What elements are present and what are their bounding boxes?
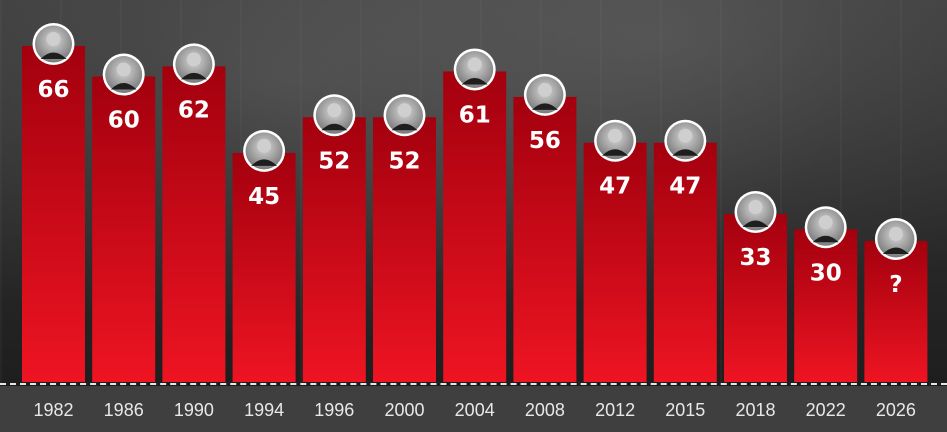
x-tick-label: 1994 xyxy=(244,400,284,420)
x-tick-label: 2015 xyxy=(665,400,705,420)
bar-2008 xyxy=(513,96,577,382)
candidate-portrait-icon xyxy=(804,206,847,249)
bar-value-label: ? xyxy=(889,272,902,298)
bar-value-label: 56 xyxy=(529,128,561,154)
bar-value-label: 30 xyxy=(810,260,842,286)
bar-value-label: 52 xyxy=(388,148,420,174)
x-tick-label: 2022 xyxy=(806,400,846,420)
candidate-portrait-icon xyxy=(874,218,917,260)
candidate-portrait-icon xyxy=(453,48,496,91)
x-tick-label: 1982 xyxy=(33,400,73,420)
candidate-portrait-icon xyxy=(313,94,356,137)
candidate-portrait-icon xyxy=(734,191,777,233)
bar-value-label: 62 xyxy=(178,97,210,123)
bar-1990 xyxy=(162,66,226,382)
bar-2004 xyxy=(443,71,507,383)
bar-value-label: 47 xyxy=(669,174,701,200)
bar-value-label: 33 xyxy=(739,245,771,271)
bar-value-label: 66 xyxy=(37,77,69,103)
baseline xyxy=(0,383,947,385)
candidate-portrait-icon xyxy=(664,119,707,162)
x-tick-label: 2026 xyxy=(876,400,916,420)
x-tick-label: 2004 xyxy=(455,400,495,420)
x-tick-label: 1990 xyxy=(174,400,214,420)
bar-value-label: 52 xyxy=(318,148,350,174)
candidate-portrait-icon xyxy=(102,53,145,96)
candidate-portrait-icon xyxy=(383,94,426,137)
candidate-portrait-icon xyxy=(523,73,566,116)
x-tick-label: 2000 xyxy=(384,400,424,420)
bar-value-label: 45 xyxy=(248,184,280,210)
x-tick-label: 2018 xyxy=(735,400,775,420)
x-tick-label: 2012 xyxy=(595,400,635,420)
bar-1994 xyxy=(232,152,296,382)
candidate-portrait-icon xyxy=(243,129,286,172)
bar-value-label: 61 xyxy=(459,102,491,128)
candidate-portrait-icon xyxy=(172,43,215,86)
x-tick-label: 1996 xyxy=(314,400,354,420)
x-axis-band xyxy=(0,386,947,432)
bar-2018 xyxy=(724,214,787,382)
x-tick-label: 2008 xyxy=(525,400,565,420)
bar-2000 xyxy=(373,117,436,382)
bar-2022 xyxy=(794,229,858,382)
bar-value-label: 60 xyxy=(108,108,140,134)
bar-2015 xyxy=(653,142,717,382)
bar-1996 xyxy=(302,117,366,382)
candidate-portrait-icon xyxy=(32,23,75,65)
bar-value-label: 47 xyxy=(599,174,631,200)
bar-1982 xyxy=(22,46,85,382)
bar-2026 xyxy=(864,241,928,382)
candidate-portrait-icon xyxy=(594,119,637,162)
x-tick-label: 1986 xyxy=(104,400,144,420)
bar-2012 xyxy=(583,142,647,382)
bar-1986 xyxy=(92,76,156,382)
